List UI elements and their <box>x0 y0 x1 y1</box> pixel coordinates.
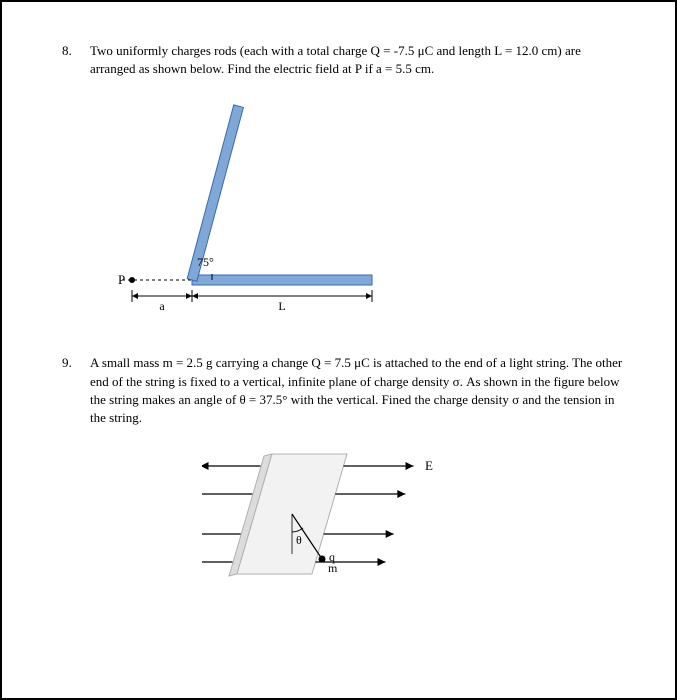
problem-9-number: 9. <box>62 354 80 427</box>
problem-9-body: A small mass m = 2.5 g carrying a change… <box>90 354 625 427</box>
svg-text:L: L <box>278 299 285 313</box>
problem-8-number: 8. <box>62 42 80 78</box>
problem-8-body: Two uniformly charges rods (each with a … <box>90 42 625 78</box>
svg-text:m: m <box>328 561 338 575</box>
problem-9-text-row: 9. A small mass m = 2.5 g carrying a cha… <box>62 354 625 427</box>
plane-diagram: θEqm <box>202 439 482 599</box>
svg-text:E: E <box>425 458 433 473</box>
problem-8-text-row: 8. Two uniformly charges rods (each with… <box>62 42 625 78</box>
svg-text:θ: θ <box>296 533 302 547</box>
problem-8: 8. Two uniformly charges rods (each with… <box>62 42 625 324</box>
svg-text:a: a <box>159 299 165 313</box>
problem-9: 9. A small mass m = 2.5 g carrying a cha… <box>62 354 625 603</box>
problem-9-figure: θEqm <box>202 439 625 603</box>
svg-text:75°: 75° <box>197 255 214 269</box>
rods-diagram: 75° Pa L <box>92 90 472 320</box>
svg-text:P: P <box>118 272 125 287</box>
problem-8-figure: 75° Pa L <box>92 90 625 324</box>
